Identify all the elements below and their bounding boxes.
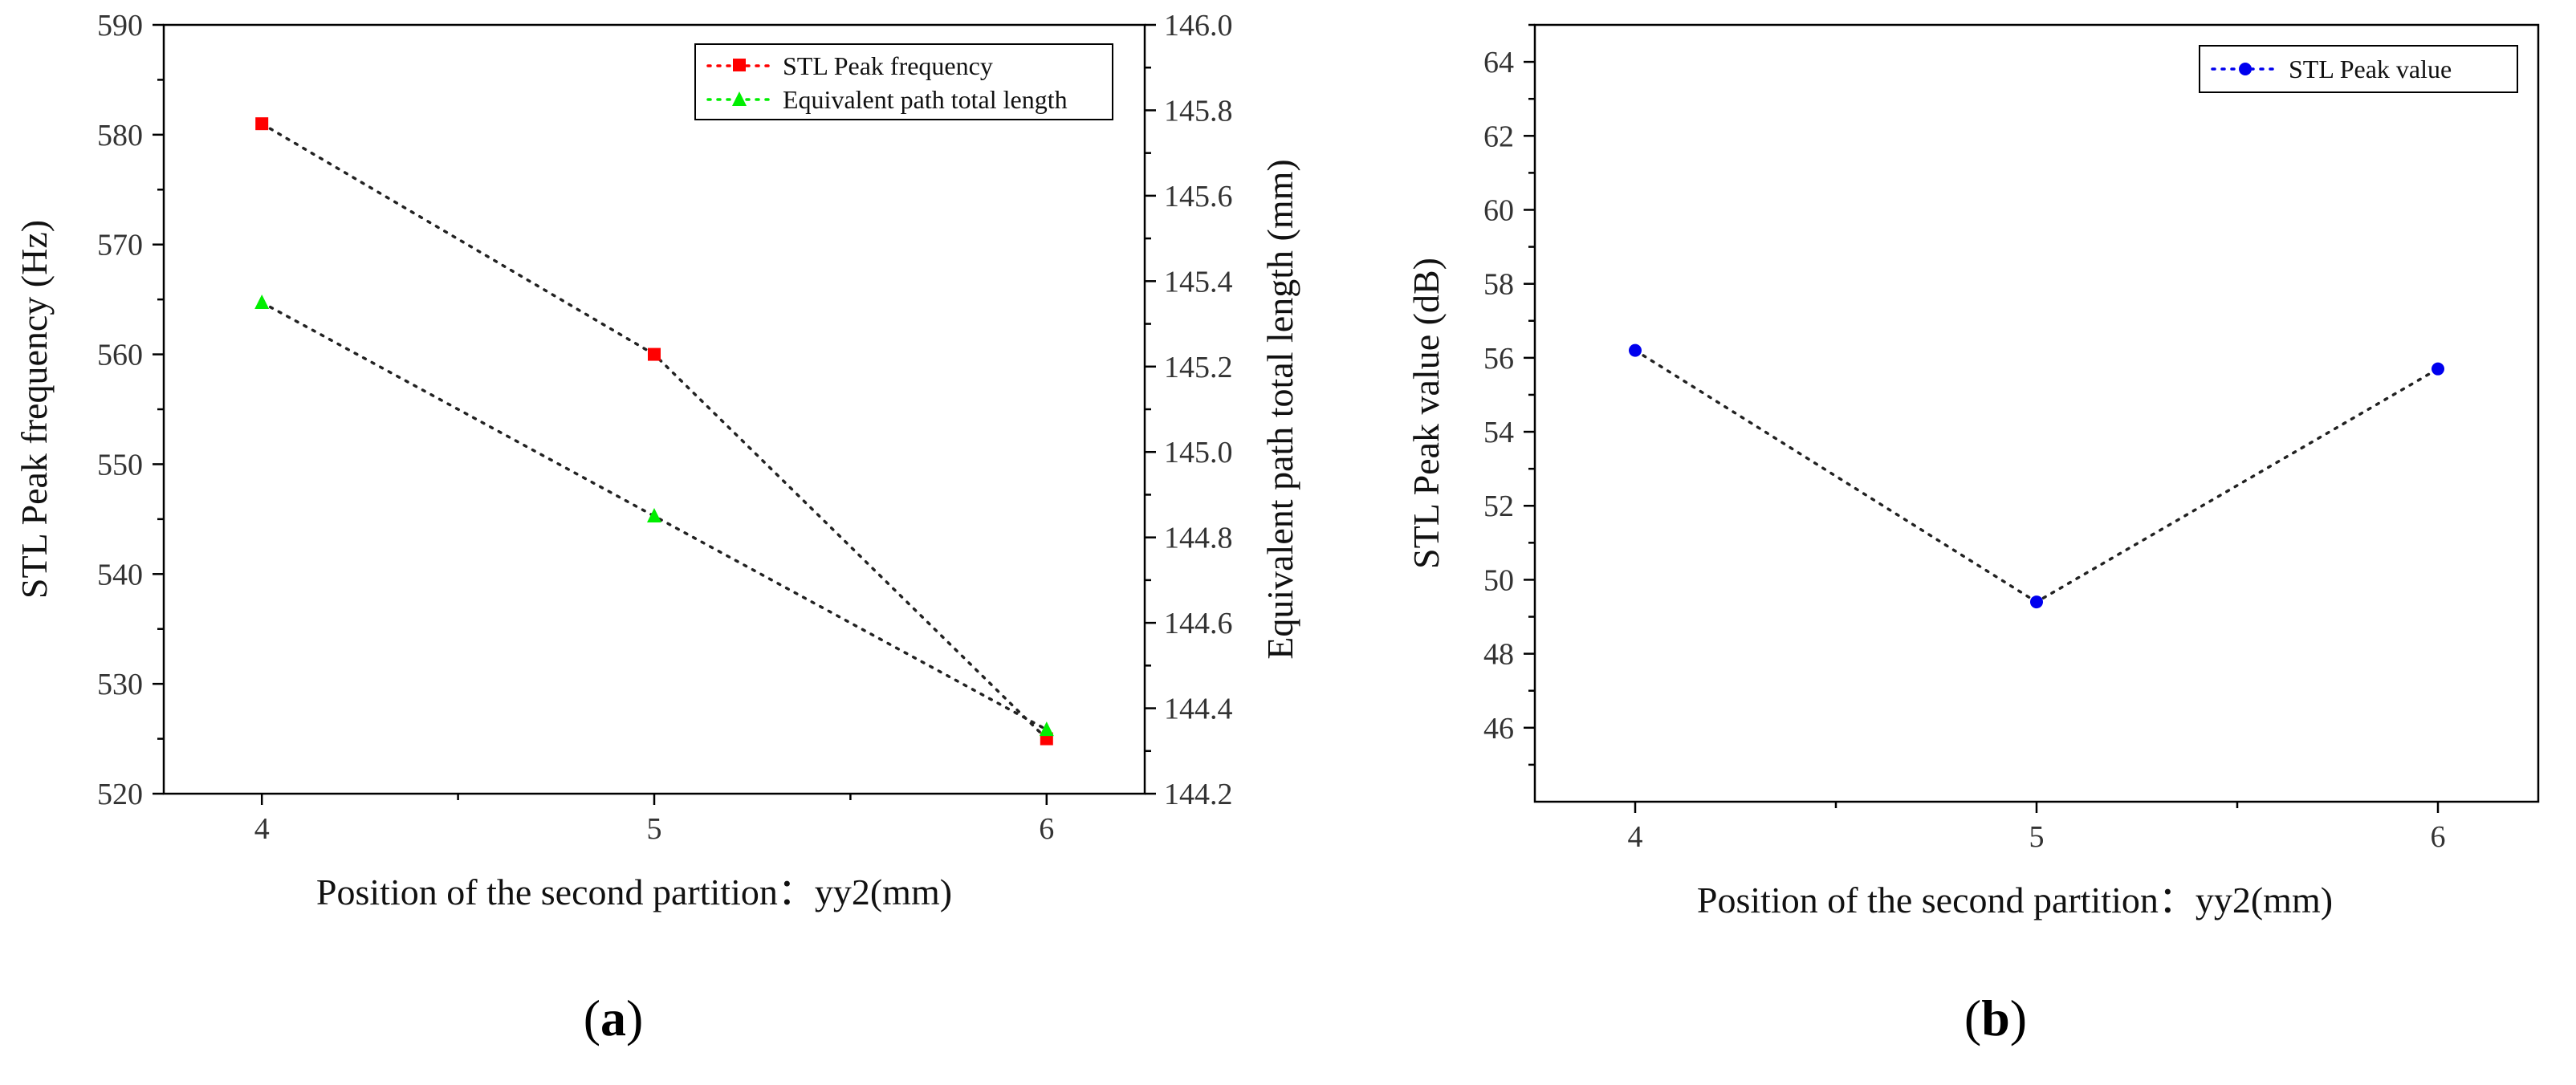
y2-tick-label: 145.8 <box>1164 94 1233 128</box>
legend-label: STL Peak value <box>2289 55 2452 83</box>
panel-b-plot-frame <box>1533 23 2540 803</box>
y-tick-label: 64 <box>1483 46 1514 79</box>
y2-tick-label: 144.4 <box>1164 693 1233 726</box>
legend-label: STL Peak frequency <box>783 51 993 80</box>
y-tick-label: 580 <box>97 119 143 152</box>
panel-a-y2-axis-label: Equivalent path total length (mm) <box>1260 159 1300 659</box>
panel-b-legend: STL Peak value <box>2199 45 2518 93</box>
y-tick-label: 550 <box>97 448 143 482</box>
legend-box <box>694 43 1113 120</box>
y-tick-label: 570 <box>97 229 143 262</box>
y-tick-label: 560 <box>97 339 143 372</box>
y-tick-label: 46 <box>1483 712 1514 746</box>
series-line-0 <box>1634 348 2440 604</box>
panel-a-right-ticks: 144.2 144.4 144.6 144.8 145.0 145.2 145.4 145.6… <box>1145 9 1233 811</box>
x-tick-label: 4 <box>1628 820 1643 854</box>
caption-open-paren: ( <box>584 990 600 1046</box>
panel-b-series <box>1629 343 2444 609</box>
data-point-square <box>648 347 661 361</box>
panel-a-x-ticks: 4 5 6 <box>254 794 1054 846</box>
y-tick-label: 540 <box>97 558 143 591</box>
y2-tick-label: 145.6 <box>1164 180 1233 213</box>
y2-tick-label: 144.2 <box>1164 778 1233 811</box>
legend-triangle-marker <box>732 91 747 106</box>
y-tick-label: 50 <box>1483 563 1514 597</box>
data-point-triangle <box>647 508 661 523</box>
panel-a-plot-frame <box>162 23 1146 795</box>
caption-open-paren: ( <box>1964 990 1981 1046</box>
data-point-circle <box>2030 595 2043 609</box>
y-tick-label: 530 <box>97 668 143 701</box>
caption-letter: a <box>600 990 626 1046</box>
y2-tick-label: 145.4 <box>1164 265 1233 299</box>
panel-a-x-axis-label: Position of the second partition：yy2(mm) <box>316 872 952 912</box>
panel-b-y-axis-label: STL Peak value (dB) <box>1406 258 1447 569</box>
y-tick-label: 54 <box>1483 416 1514 449</box>
y-tick-label: 48 <box>1483 638 1514 672</box>
x-tick-label: 5 <box>2029 820 2045 854</box>
legend-label: Equivalent path total length <box>783 85 1068 114</box>
y-tick-label: 62 <box>1483 120 1514 153</box>
data-point-triangle <box>254 294 270 309</box>
y-tick-label: 56 <box>1483 342 1514 376</box>
caption-close-paren: ) <box>626 990 643 1046</box>
panel-a-caption: (a) <box>584 990 644 1046</box>
x-tick-label: 5 <box>647 812 662 846</box>
data-point-circle <box>1629 343 1642 357</box>
panel-a-series <box>254 117 1054 746</box>
legend-circle-marker <box>2239 63 2252 75</box>
caption-letter: b <box>1981 990 2010 1046</box>
caption-close-paren: ) <box>2010 990 2027 1046</box>
x-tick-label: 4 <box>254 812 270 846</box>
data-point-square <box>255 117 269 131</box>
y2-tick-label: 146.0 <box>1164 9 1233 43</box>
y2-tick-label: 144.6 <box>1164 607 1233 640</box>
y-tick-label: 52 <box>1483 490 1514 523</box>
panel-b-left-ticks: 46 48 50 52 54 56 58 60 62 64 <box>1483 23 1535 766</box>
y2-tick-label: 145.2 <box>1164 351 1233 384</box>
y-tick-label: 520 <box>97 778 143 811</box>
x-tick-label: 6 <box>2431 820 2446 854</box>
panel-b-x-ticks: 4 5 6 <box>1628 802 2446 854</box>
panel-a-y-axis-label: STL Peak frequency (Hz) <box>14 220 55 599</box>
panel-a: 520 530 540 550 560 570 580 590 144.2 144.4 144.6… <box>14 9 1300 1046</box>
y2-tick-label: 144.8 <box>1164 522 1233 555</box>
y-tick-label: 58 <box>1483 268 1514 302</box>
x-tick-label: 6 <box>1039 812 1054 846</box>
y2-tick-label: 145.0 <box>1164 436 1233 469</box>
panel-b-x-axis-label: Position of the second partition：yy2(mm) <box>1697 880 2333 920</box>
series-line-0 <box>260 122 1048 741</box>
data-point-triangle <box>1039 721 1054 737</box>
panel-b-caption: (b) <box>1964 990 2027 1046</box>
data-point-circle <box>2432 362 2444 376</box>
panel-a-legend: STL Peak frequency Equivalent path total… <box>694 43 1113 120</box>
legend-square-marker <box>733 59 746 71</box>
y-tick-label: 60 <box>1483 193 1514 227</box>
panel-a-left-ticks: 520 530 540 550 560 570 580 590 <box>97 9 164 811</box>
y-tick-label: 590 <box>97 9 143 43</box>
